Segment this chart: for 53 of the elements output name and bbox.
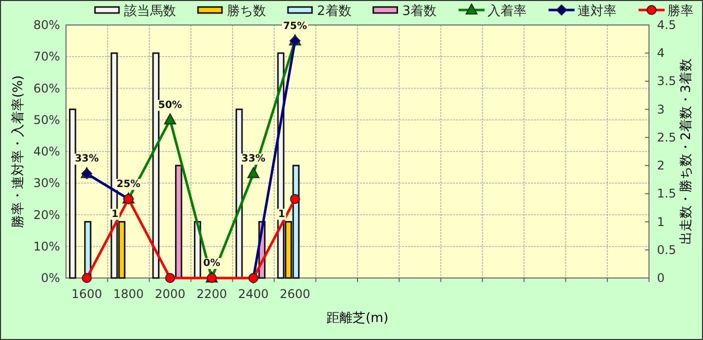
x-tick-label: 2200 [196,287,228,301]
y2-axis-title: 出走数・勝ち数・2着数・3着数 [678,58,694,244]
data-label: 1 [278,208,286,220]
x-tick-label: 1600 [72,287,102,301]
point [247,167,260,178]
y2-tick-label: 1 [657,214,665,229]
point [206,273,217,283]
data-label: 25% [116,178,140,190]
bar [69,108,76,279]
data-label: 33% [74,154,99,165]
legend-label: 勝率 [668,3,694,19]
y2-tick-label: 2 [657,158,665,173]
y-tick-label: 80% [33,18,60,32]
y2-tick-label: 3.5 [657,74,676,88]
y2-tick-label: 0.5 [657,242,676,257]
legend-label: 該当馬数 [124,3,176,19]
point [164,113,176,124]
y2-tick-label: 4.5 [657,18,676,32]
legend-label: 勝ち数 [227,4,266,19]
x-tick-label: 2000 [154,287,186,301]
y2-tick-label: 4 [657,46,665,60]
bar [175,164,182,279]
legend-label: 入着率 [488,3,527,19]
y-axis-title: 勝率・連対率・入着率(%) [10,75,26,228]
y2-tick-label: 2.5 [657,130,676,144]
y-tick-label: 30% [33,176,60,190]
y-tick-label: 10% [33,239,60,254]
x-tick-label: 2400 [238,287,269,301]
x-axis-title: 距離芝(m) [326,311,388,326]
data-label: 50% [158,100,182,111]
x-tick-label: 2600 [280,287,310,301]
data-label: 75% [283,20,308,32]
data-label: 0% [203,258,220,269]
y-tick-label: 40% [33,144,60,158]
y-tick-label: 60% [33,81,60,96]
y2-tick-label: 0 [657,271,665,285]
data-label: 33% [241,154,266,165]
point [82,273,92,283]
y2-tick-label: 1.5 [657,186,676,201]
data-label: 1 [111,208,118,220]
legend-label: 2着数 [317,3,352,19]
y-tick-label: 20% [33,208,60,222]
y2-tick-label: 3 [657,102,665,116]
point [290,194,300,204]
y-tick-label: 50% [33,112,60,127]
legend-label: 連対率 [578,3,617,19]
legend-label: 3着数 [402,3,437,19]
y-tick-label: 70% [33,50,60,64]
bar [236,108,243,279]
point [165,273,176,283]
x-tick-label: 1800 [113,287,144,301]
bar [152,52,160,279]
y-tick-label: 0% [40,271,60,285]
